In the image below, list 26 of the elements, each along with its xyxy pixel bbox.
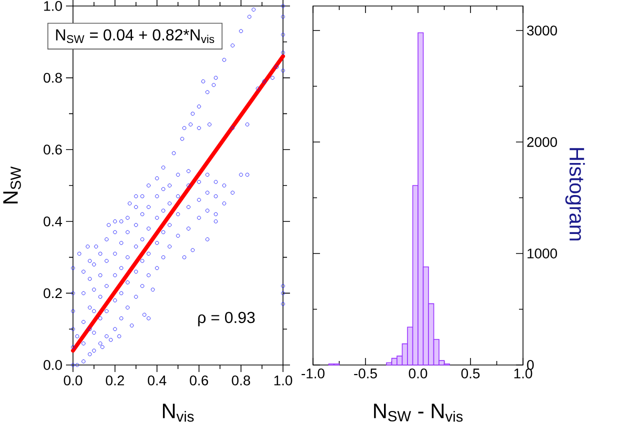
x-tick-label: -0.5 <box>354 368 377 378</box>
y-axis-title: Histogram <box>565 148 585 240</box>
x-tick-label: 0.8 <box>232 376 250 386</box>
x-tick-label: 0.4 <box>148 376 166 386</box>
y-tick-label: 1.0 <box>44 1 62 11</box>
x-tick-label: -1.0 <box>302 368 324 378</box>
x-tick-label: 0.5 <box>461 368 480 378</box>
x-tick-label: 0.2 <box>106 376 124 386</box>
y-tick-label: 0.8 <box>44 72 62 83</box>
annotation: N$_{SW}$ = 0.04 + 0.82*N$_{vis}$ <box>56 29 214 44</box>
x-tick-label: 0.0 <box>64 376 82 386</box>
y-tick-label: 0.0 <box>44 360 62 370</box>
y-tick-label: 1000 <box>528 248 558 258</box>
x-tick-label: 1.0 <box>274 376 292 386</box>
x-axis-title: N$_{SW}$ - N$_{vis}$ <box>374 404 463 422</box>
y-tick-label: 3000 <box>527 26 558 36</box>
y-tick-label: 0.2 <box>44 288 62 298</box>
x-tick-label: 0.0 <box>408 368 428 378</box>
y-tick-label: 0.6 <box>44 144 62 155</box>
annotation: ρ = 0.93 <box>198 312 255 326</box>
x-tick-label: 0.6 <box>190 376 208 386</box>
x-tick-label: 1.0 <box>514 368 532 378</box>
y-tick-label: 2000 <box>527 137 558 147</box>
y-tick-label: 0.4 <box>44 216 62 226</box>
x-axis-title: N$_{vis}$ <box>162 404 194 422</box>
y-axis-title: N$_{SW}$ <box>3 166 21 204</box>
